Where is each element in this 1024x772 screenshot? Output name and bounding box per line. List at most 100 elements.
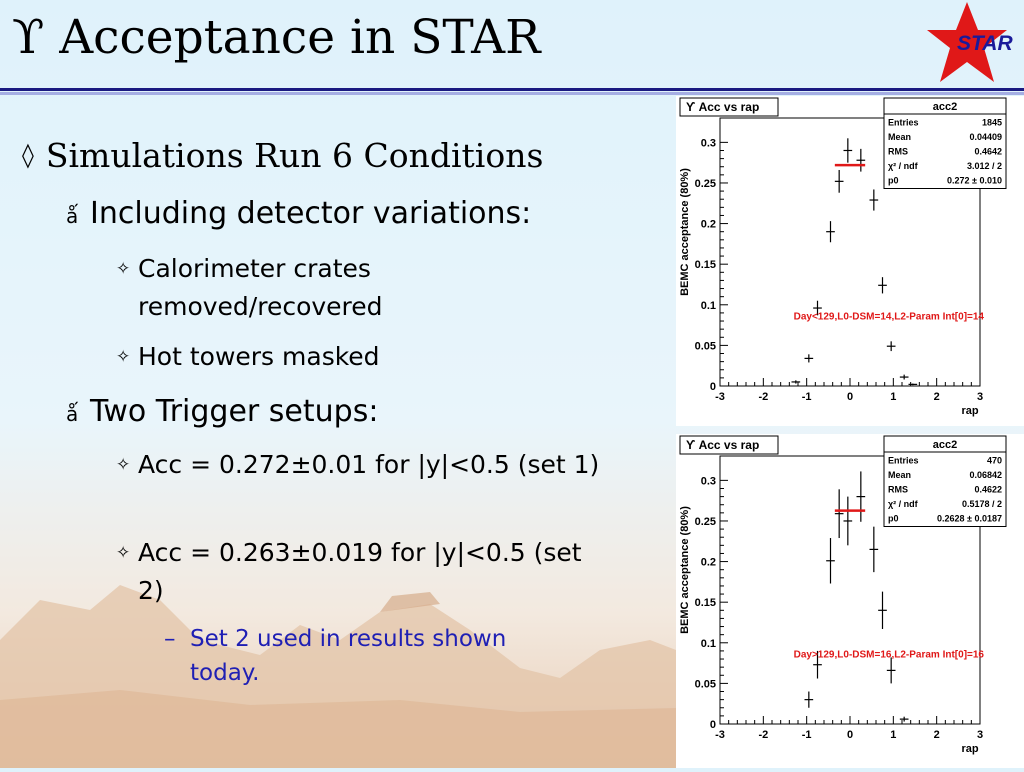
bullet-acc-set1: ✧ Acc = 0.272±0.01 for |y|<0.5 (set 1) <box>116 446 608 484</box>
stats-label: RMS <box>888 485 908 495</box>
x-tick-label: 3 <box>977 729 983 741</box>
bullet-set2-used: – Set 2 used in results shown today. <box>164 622 560 690</box>
star-icon <box>927 2 1007 82</box>
data-point <box>826 538 835 584</box>
y-tick-label: 0 <box>710 381 716 393</box>
stats-label: RMS <box>888 147 908 157</box>
stats-value: 0.04409 <box>969 132 1002 142</box>
y-tick-label: 0.1 <box>701 638 716 650</box>
plot-title: ϒ Acc vs rap <box>686 100 759 114</box>
data-point <box>886 657 896 684</box>
plot-title: ϒ Acc vs rap <box>686 438 759 452</box>
sparkle-bullet-icon: ✧ <box>116 347 131 367</box>
plot-panel-set1: ϒ Acc vs rap 0 0.05 0.1 0.15 0.2 0.25 0.3 -3 -2 -1… <box>676 96 1024 426</box>
y-tick-label: 0.2 <box>701 219 716 231</box>
trigger-annotation: Day>129,L0-DSM=16,L2-Param Int[0]=16 <box>794 649 985 660</box>
plot-panel-set2: ϒ Acc vs rap 0 0.05 0.1 0.15 0.2 0.25 0.3 -3 -2 -1… <box>676 434 1024 768</box>
stats-label: p0 <box>888 514 899 524</box>
y-tick-label: 0.3 <box>701 137 716 149</box>
arrow-bullet-icon: ǻ <box>66 402 79 426</box>
data-point <box>826 221 835 243</box>
stats-value: 1845 <box>982 118 1002 128</box>
stats-value: 0.06842 <box>969 470 1002 480</box>
plot-title-box <box>679 435 779 455</box>
title-rule <box>0 88 1024 95</box>
bullet-text: Set 2 used in results shown today. <box>190 626 507 686</box>
stats-label: χ² / ndf <box>888 499 919 509</box>
bullet-text: Hot towers masked <box>138 342 380 371</box>
x-tick-label: 1 <box>890 391 896 403</box>
plot-title-box <box>679 97 779 117</box>
bullet-text: Acc = 0.263±0.019 for |y|<0.5 (set 2) <box>138 538 582 605</box>
y-tick-label: 0.1 <box>701 300 716 312</box>
y-tick-label: 0.15 <box>695 597 716 609</box>
stats-value: 0.4622 <box>974 485 1002 495</box>
y-tick-label: 0.15 <box>695 259 716 271</box>
y-axis-label: BEMC acceptance (80%) <box>679 506 691 634</box>
sparkle-bullet-icon: ✧ <box>116 259 131 279</box>
x-tick-label: -3 <box>715 729 725 741</box>
stats-value: 0.2628 ± 0.0187 <box>937 514 1002 524</box>
stats-label: Entries <box>888 118 919 128</box>
stats-value: 3.012 / 2 <box>967 161 1002 171</box>
star-logo: STAR <box>927 2 1013 82</box>
x-tick-label: 1 <box>890 729 896 741</box>
y-tick-label: 0.05 <box>695 678 716 690</box>
bullet-text: Acc = 0.272±0.01 for |y|<0.5 (set 1) <box>138 450 600 479</box>
data-point <box>791 380 801 384</box>
stats-label: Mean <box>888 132 911 142</box>
data-point <box>878 277 887 294</box>
acceptance-plot-set2: ϒ Acc vs rap 0 0.05 0.1 0.15 0.2 0.25 0.3 -3 -2 -1… <box>679 435 1007 755</box>
stats-value: 470 <box>987 456 1002 466</box>
data-point <box>804 354 814 363</box>
data-point <box>899 716 909 722</box>
slide-title: ϒ Acceptance in STAR <box>12 10 541 65</box>
x-tick-label: 2 <box>934 729 940 741</box>
x-axis-label: rap <box>961 405 978 417</box>
data-point <box>843 496 853 546</box>
y-axis-label: BEMC acceptance (80%) <box>679 168 691 296</box>
y-tick-label: 0 <box>710 719 716 731</box>
y-tick-label: 0.25 <box>695 516 716 528</box>
acceptance-plot-set1: ϒ Acc vs rap 0 0.05 0.1 0.15 0.2 0.25 0.3 -3 -2 -1… <box>679 97 1007 417</box>
x-tick-label: -1 <box>802 391 812 403</box>
stats-box-title: acc2 <box>933 101 957 113</box>
bullet-text: Including detector variations: <box>90 196 532 231</box>
data-point <box>878 591 887 629</box>
bullet-text: Simulations Run 6 Conditions <box>45 136 544 175</box>
stats-value: 0.4642 <box>974 147 1002 157</box>
y-tick-label: 0.05 <box>695 340 716 352</box>
arrow-bullet-icon: ǻ <box>66 204 79 228</box>
x-tick-label: -1 <box>802 729 812 741</box>
data-point <box>856 148 866 172</box>
bullet-hot-towers: ✧ Hot towers masked <box>116 338 458 376</box>
stats-box-title: acc2 <box>933 439 957 451</box>
stats-value: 0.272 ± 0.010 <box>947 176 1002 186</box>
stats-box: acc2 Entries 1845 Mean 0.04409 RMS 0.4642 χ² / … <box>883 97 1007 189</box>
y-tick-label: 0.25 <box>695 178 716 190</box>
data-point <box>813 650 822 679</box>
stats-label: Mean <box>888 470 911 480</box>
bullet-calorimeter-crates: ✧ Calorimeter crates removed/recovered <box>116 250 458 326</box>
data-point <box>834 489 844 539</box>
bullet-text: Two Trigger setups: <box>90 394 379 429</box>
x-tick-label: 3 <box>977 391 983 403</box>
trigger-annotation: Day<129,L0-DSM=14,L2-Param Int[0]=14 <box>794 311 985 322</box>
stats-label: χ² / ndf <box>888 161 919 171</box>
diamond-bullet-icon: ◊ <box>22 141 34 169</box>
y-tick-label: 0.3 <box>701 475 716 487</box>
data-point <box>899 374 909 380</box>
data-point <box>834 169 844 193</box>
x-tick-label: 0 <box>847 391 853 403</box>
x-tick-label: 0 <box>847 729 853 741</box>
star-logo-text: STAR <box>957 32 1013 55</box>
data-point <box>869 526 879 573</box>
bullet-text: Calorimeter crates removed/recovered <box>138 254 383 321</box>
sparkle-bullet-icon: ✧ <box>116 455 131 475</box>
data-point <box>804 691 814 708</box>
data-point <box>856 471 866 522</box>
stats-value: 0.5178 / 2 <box>962 499 1002 509</box>
x-tick-label: 2 <box>934 391 940 403</box>
y-tick-label: 0.2 <box>701 557 716 569</box>
